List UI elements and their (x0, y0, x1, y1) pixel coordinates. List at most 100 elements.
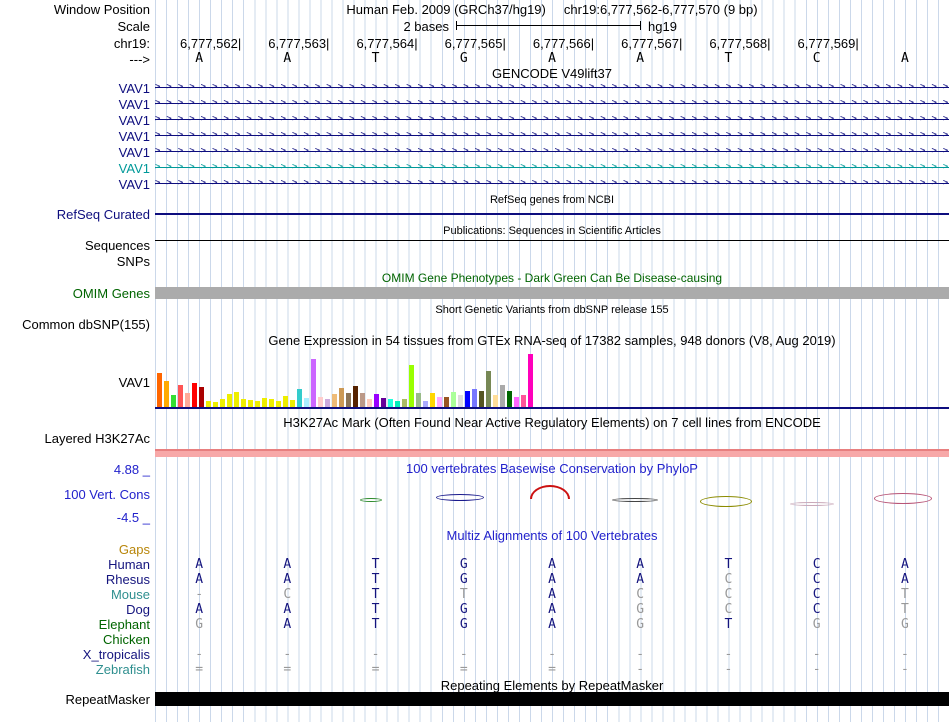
gencode-transcript-row[interactable]: >>>>>>>>>>>>>>>>>>>>>>>>>>>>>>>>>>>>>>>>… (155, 83, 949, 92)
gtex-expression-bar[interactable] (521, 395, 526, 407)
species-label-zebrafish[interactable]: Zebrafish (95, 662, 150, 677)
gtex-expression-bar[interactable] (402, 399, 407, 407)
base-letter[interactable]: C (812, 51, 821, 66)
gencode-gene-label[interactable]: VAV1 (118, 81, 150, 96)
gtex-expression-bar[interactable] (458, 395, 463, 407)
gtex-expression-bar[interactable] (283, 396, 288, 407)
gtex-expression-bar[interactable] (507, 391, 512, 407)
gtex-expression-bar[interactable] (164, 381, 169, 407)
gtex-expression-bar[interactable] (178, 385, 183, 407)
gencode-transcript-row[interactable]: >>>>>>>>>>>>>>>>>>>>>>>>>>>>>>>>>>>>>>>>… (155, 115, 949, 124)
base-letter[interactable]: A (548, 51, 556, 66)
gtex-expression-bar[interactable] (213, 402, 218, 407)
species-label-elephant[interactable]: Elephant (98, 617, 150, 632)
gtex-expression-bar[interactable] (241, 399, 246, 407)
ruler-label[interactable]: 6,777,567| (621, 36, 683, 51)
gtex-expression-bar[interactable] (353, 386, 358, 407)
h3k27ac-track[interactable] (155, 449, 949, 457)
repeatmasker-label[interactable]: RepeatMasker (65, 692, 150, 707)
gtex-expression-bar[interactable] (437, 397, 442, 407)
snps-label[interactable]: SNPs (116, 254, 150, 269)
gtex-expression-bar[interactable] (444, 397, 449, 407)
gencode-gene-label[interactable]: VAV1 (118, 177, 150, 192)
base-letter[interactable]: A (636, 51, 645, 66)
gtex-expression-bar[interactable] (276, 401, 281, 407)
sequences-track[interactable] (155, 240, 949, 241)
gtex-expression-bar[interactable] (388, 399, 393, 407)
gtex-expression-bar[interactable] (451, 392, 456, 407)
gtex-expression-bar[interactable] (234, 392, 239, 407)
gtex-expression-bar[interactable] (409, 365, 414, 407)
omim-genes-track[interactable] (155, 287, 949, 299)
base-letter[interactable]: A (195, 51, 204, 66)
species-label-human[interactable]: Human (108, 557, 150, 572)
gtex-expression-bar[interactable] (220, 399, 225, 407)
refseq-curated-track[interactable] (155, 213, 949, 215)
base-letter[interactable]: G (459, 51, 468, 66)
ruler-label[interactable]: 6,777,564| (356, 36, 418, 51)
sequences-label[interactable]: Sequences (84, 238, 150, 253)
ruler-label[interactable]: 6,777,566| (532, 36, 595, 51)
ruler-label[interactable]: 6,777,569| (797, 36, 859, 51)
gtex-expression-bar[interactable] (185, 393, 190, 407)
h3k27ac-label[interactable]: Layered H3K27Ac (44, 431, 150, 446)
gtex-expression-bar[interactable] (192, 383, 197, 407)
gencode-gene-label[interactable]: VAV1 (118, 97, 150, 112)
gtex-expression-bar[interactable] (171, 395, 176, 407)
gtex-expression-bar[interactable] (255, 401, 260, 407)
ruler-label[interactable]: 6,777,565| (444, 36, 506, 51)
gtex-expression-bar[interactable] (332, 394, 337, 407)
gtex-expression-bar[interactable] (479, 391, 484, 407)
gtex-expression-bar[interactable] (528, 354, 533, 407)
gtex-expression-bar[interactable] (199, 387, 204, 407)
gtex-gene-label[interactable]: VAV1 (118, 375, 150, 390)
gtex-expression-bar[interactable] (430, 393, 435, 407)
gtex-expression-bar[interactable] (304, 398, 309, 407)
gtex-expression-bar[interactable] (206, 401, 211, 407)
gtex-expression-bar[interactable] (423, 401, 428, 407)
base-letter[interactable]: A (900, 51, 909, 66)
base-letter[interactable]: A (283, 51, 292, 66)
gtex-expression-bar[interactable] (318, 397, 323, 407)
gencode-transcript-row[interactable]: >>>>>>>>>>>>>>>>>>>>>>>>>>>>>>>>>>>>>>>>… (155, 147, 949, 156)
ruler-label[interactable]: 6,777,563| (268, 36, 330, 51)
species-label-rhesus[interactable]: Rhesus (105, 572, 150, 587)
gencode-transcript-row[interactable]: >>>>>>>>>>>>>>>>>>>>>>>>>>>>>>>>>>>>>>>>… (155, 163, 949, 172)
gtex-expression-bar[interactable] (465, 391, 470, 407)
gtex-expression-bar[interactable] (269, 399, 274, 407)
ruler-label[interactable]: 6,777,562| (180, 36, 242, 51)
gtex-expression-bar[interactable] (374, 394, 379, 407)
gtex-expression-bar[interactable] (339, 388, 344, 407)
species-label-mouse[interactable]: Mouse (110, 587, 150, 602)
gtex-expression-bar[interactable] (311, 359, 316, 407)
gtex-expression-bar[interactable] (360, 393, 365, 407)
gtex-expression-bar[interactable] (493, 395, 498, 407)
species-label-chicken[interactable]: Chicken (103, 632, 150, 647)
gtex-expression-bar[interactable] (227, 394, 232, 407)
species-label-x_tropicalis[interactable]: X_tropicalis (82, 647, 150, 662)
ruler-label[interactable]: 6,777,568| (709, 36, 771, 51)
cons-track-label[interactable]: 100 Vert. Cons (64, 487, 150, 502)
repeatmasker-track[interactable] (155, 692, 949, 706)
omim-genes-label[interactable]: OMIM Genes (72, 286, 150, 301)
gencode-gene-label[interactable]: VAV1 (118, 145, 150, 160)
gencode-transcript-row[interactable]: >>>>>>>>>>>>>>>>>>>>>>>>>>>>>>>>>>>>>>>>… (155, 179, 949, 188)
gtex-expression-bar[interactable] (346, 393, 351, 407)
gtex-expression-bar[interactable] (472, 389, 477, 407)
gtex-expression-bar[interactable] (416, 393, 421, 407)
gtex-expression-bar[interactable] (248, 400, 253, 407)
gencode-transcript-row[interactable]: >>>>>>>>>>>>>>>>>>>>>>>>>>>>>>>>>>>>>>>>… (155, 99, 949, 108)
gtex-expression-bar[interactable] (290, 400, 295, 407)
gtex-expression-bar[interactable] (486, 371, 491, 407)
gtex-expression-bar[interactable] (514, 397, 519, 407)
gtex-expression-bar[interactable] (395, 401, 400, 407)
base-letter[interactable]: T (724, 51, 733, 66)
base-letter[interactable]: T (371, 51, 380, 66)
species-label-gaps[interactable]: Gaps (118, 542, 150, 557)
gtex-expression-bar[interactable] (500, 385, 505, 407)
gencode-gene-label[interactable]: VAV1 (118, 113, 150, 128)
dbsnp-label[interactable]: Common dbSNP(155) (22, 317, 150, 332)
refseq-curated-label[interactable]: RefSeq Curated (56, 207, 150, 222)
species-label-dog[interactable]: Dog (126, 602, 150, 617)
gtex-expression-bar[interactable] (297, 389, 302, 407)
